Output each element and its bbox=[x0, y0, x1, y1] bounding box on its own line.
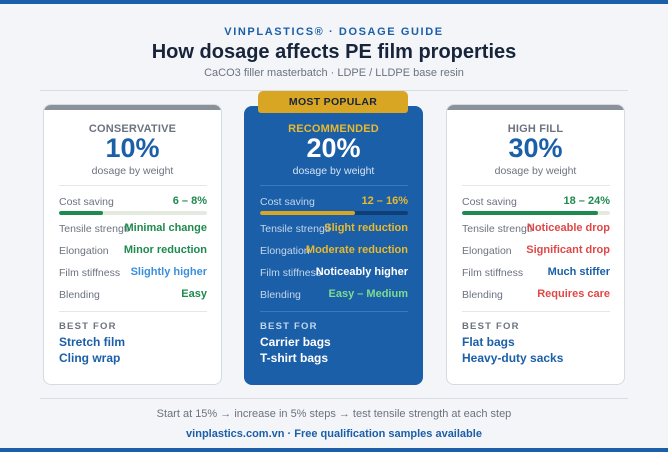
cost-saving-bar bbox=[462, 211, 610, 215]
top-accent-bar bbox=[0, 0, 668, 4]
property-row: Blending Easy – Medium bbox=[260, 288, 408, 302]
card-percentage-caption: dosage by weight bbox=[292, 165, 375, 177]
best-for-item: T-shirt bags bbox=[260, 351, 329, 365]
property-label: Elongation bbox=[260, 245, 310, 257]
property-value: Easy – Medium bbox=[328, 288, 408, 300]
card-divider bbox=[260, 185, 408, 186]
card-cap bbox=[447, 105, 624, 110]
card-conservative: CONSERVATIVE 10% dosage by weight Cost s… bbox=[43, 104, 222, 385]
cost-saving-bar-fill bbox=[59, 211, 104, 215]
card-percentage-caption: dosage by weight bbox=[494, 165, 577, 177]
property-value: Slightly higher bbox=[130, 266, 207, 278]
card-percentage: 20% bbox=[306, 133, 361, 163]
card-divider bbox=[59, 311, 207, 312]
property-row: Film stiffness Noticeably higher bbox=[260, 266, 408, 280]
card-divider bbox=[260, 311, 408, 312]
cost-saving-bar-fill bbox=[462, 211, 599, 215]
page-subtitle: CaCO3 filler masterbatch · LDPE / LLDPE … bbox=[204, 67, 464, 79]
cost-saving-label: Cost saving bbox=[59, 196, 114, 208]
property-label: Film stiffness bbox=[59, 267, 121, 279]
property-row: Film stiffness Slightly higher bbox=[59, 266, 207, 280]
property-row: Blending Requires care bbox=[462, 288, 610, 302]
card-percentage: 10% bbox=[105, 133, 160, 163]
card-tier: HIGH FILL bbox=[507, 123, 564, 135]
property-label: Film stiffness bbox=[260, 267, 322, 279]
cost-saving-row: Cost saving 6 – 8% bbox=[59, 195, 207, 209]
best-for-label: BEST FOR bbox=[260, 321, 318, 332]
cost-saving-value: 12 – 16% bbox=[361, 195, 408, 207]
best-for-label: BEST FOR bbox=[462, 321, 520, 332]
card-percentage: 30% bbox=[508, 133, 563, 163]
footer-divider bbox=[40, 398, 628, 399]
best-for-item: Cling wrap bbox=[59, 351, 121, 365]
page-title: How dosage affects PE film properties bbox=[151, 41, 517, 63]
footer-link[interactable]: vinplastics.com.vn · Free qualification … bbox=[186, 428, 482, 440]
property-label: Blending bbox=[59, 289, 100, 301]
cost-saving-value: 6 – 8% bbox=[172, 195, 207, 207]
property-label: Tensile strength bbox=[462, 223, 532, 235]
card-tier: RECOMMENDED bbox=[288, 123, 379, 135]
property-label: Elongation bbox=[462, 245, 512, 257]
property-row: Elongation Moderate reduction bbox=[260, 244, 408, 258]
card-high-fill: HIGH FILL 30% dosage by weight Cost savi… bbox=[446, 104, 625, 385]
card-divider bbox=[462, 311, 610, 312]
property-row: Tensile strength Slight reduction bbox=[260, 222, 408, 236]
brand-label: VINPLASTICS® · DOSAGE GUIDE bbox=[224, 26, 444, 38]
property-value: Much stiffer bbox=[547, 266, 610, 278]
property-value: Noticeably higher bbox=[315, 266, 408, 278]
card-divider bbox=[59, 185, 207, 186]
property-value: Significant drop bbox=[526, 244, 610, 256]
property-row: Blending Easy bbox=[59, 288, 207, 302]
property-label: Tensile strength bbox=[59, 223, 129, 235]
cost-saving-label: Cost saving bbox=[462, 196, 517, 208]
best-for-label: BEST FOR bbox=[59, 321, 117, 332]
card-percentage-caption: dosage by weight bbox=[91, 165, 174, 177]
property-row: Elongation Significant drop bbox=[462, 244, 610, 258]
card-recommended: RECOMMENDED 20% dosage by weight Cost sa… bbox=[244, 106, 423, 385]
property-value: Slight reduction bbox=[324, 222, 408, 234]
most-popular-badge: MOST POPULAR bbox=[258, 91, 408, 113]
property-value: Moderate reduction bbox=[305, 244, 408, 256]
cost-saving-bar-fill bbox=[260, 211, 355, 215]
cost-saving-row: Cost saving 18 – 24% bbox=[462, 195, 610, 209]
card-cap bbox=[44, 105, 221, 110]
property-value: Minor reduction bbox=[123, 244, 207, 256]
best-for-item: Stretch film bbox=[59, 335, 126, 349]
card-tier: CONSERVATIVE bbox=[88, 123, 177, 135]
best-for-item: Heavy-duty sacks bbox=[462, 351, 564, 365]
card-divider bbox=[462, 185, 610, 186]
cost-saving-value: 18 – 24% bbox=[563, 195, 610, 207]
property-label: Tensile strength bbox=[260, 223, 330, 235]
property-row: Elongation Minor reduction bbox=[59, 244, 207, 258]
best-for-item: Flat bags bbox=[462, 335, 515, 349]
property-label: Elongation bbox=[59, 245, 109, 257]
property-value: Easy bbox=[181, 288, 207, 300]
header-divider bbox=[40, 90, 628, 91]
property-value: Noticeable drop bbox=[526, 222, 610, 234]
best-for-item: Carrier bags bbox=[260, 335, 331, 349]
property-label: Blending bbox=[462, 289, 503, 301]
footnote: Start at 15% → increase in 5% steps → te… bbox=[156, 408, 512, 420]
property-value: Minimal change bbox=[124, 222, 207, 234]
cost-saving-bar bbox=[260, 211, 408, 215]
cost-saving-row: Cost saving 12 – 16% bbox=[260, 195, 408, 209]
property-row: Tensile strength Noticeable drop bbox=[462, 222, 610, 236]
cost-saving-label: Cost saving bbox=[260, 196, 315, 208]
property-row: Film stiffness Much stiffer bbox=[462, 266, 610, 280]
property-row: Tensile strength Minimal change bbox=[59, 222, 207, 236]
property-value: Requires care bbox=[537, 288, 610, 300]
cost-saving-bar bbox=[59, 211, 207, 215]
bottom-accent-bar bbox=[0, 448, 668, 452]
property-label: Blending bbox=[260, 289, 301, 301]
property-label: Film stiffness bbox=[462, 267, 524, 279]
